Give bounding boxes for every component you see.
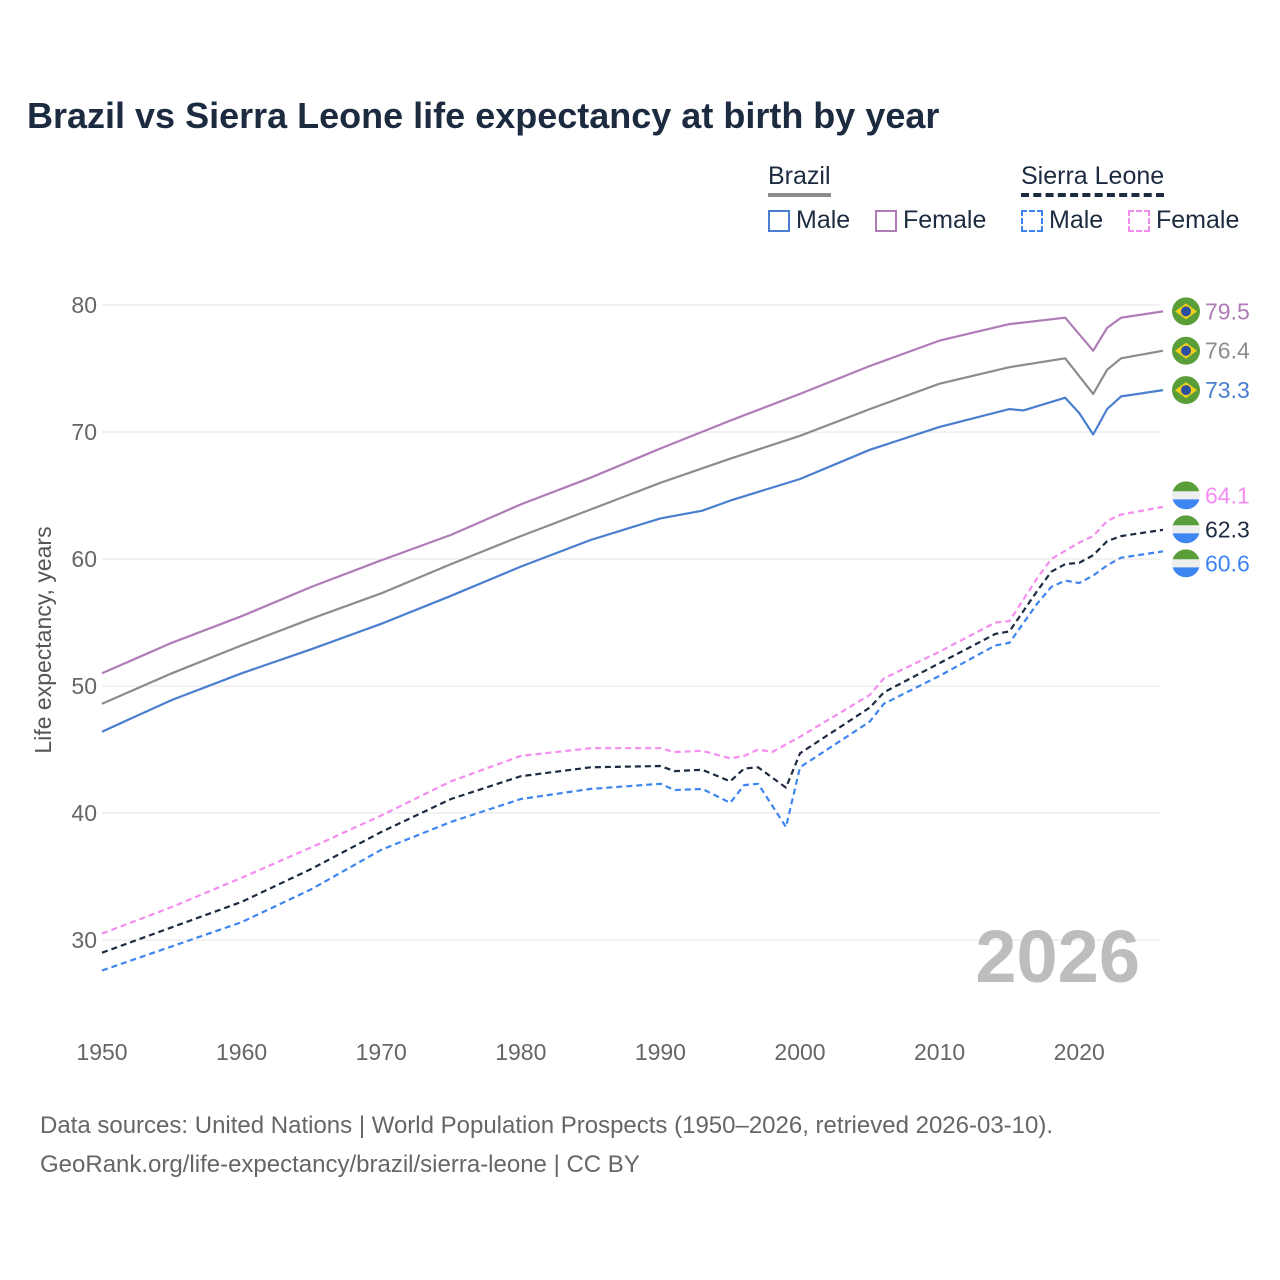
x-tick-label: 1980: [495, 1039, 546, 1065]
year-watermark: 2026: [975, 915, 1140, 998]
x-tick-label: 2000: [774, 1039, 825, 1065]
legend-label: Female: [903, 206, 987, 234]
flag-icon-sierra-leone: [1172, 481, 1200, 510]
flag-icon-brazil: [1172, 297, 1200, 326]
series-line-sierra-leone-female: [101, 505, 1164, 935]
flag-globe: [1181, 345, 1191, 356]
flag-stripe-white: [1172, 559, 1200, 568]
flag-icon-brazil: [1172, 376, 1200, 405]
legend-heading-brazil: Brazil: [768, 162, 831, 197]
source-note: Data sources: United Nations | World Pop…: [40, 1106, 1053, 1184]
y-tick-label: 30: [71, 927, 97, 953]
flag-icon-sierra-leone: [1172, 515, 1200, 544]
y-tick-label: 60: [71, 546, 97, 572]
end-value-label: 73.3: [1205, 377, 1250, 403]
x-tick-label: 1990: [635, 1039, 686, 1065]
end-value-label: 76.4: [1205, 338, 1250, 364]
legend-item-sierra-leone-female[interactable]: Female: [1128, 206, 1239, 235]
flag-stripe-white: [1172, 525, 1200, 534]
flag-stripe-white: [1172, 491, 1200, 500]
legend-item-brazil-male[interactable]: Male: [768, 206, 850, 235]
flag-globe: [1181, 385, 1191, 396]
legend-item-sierra-leone-male[interactable]: Male: [1021, 206, 1103, 235]
series-line-sierra-leone-male: [101, 550, 1164, 972]
legend-item-brazil-female[interactable]: Female: [875, 206, 986, 235]
end-value-label: 62.3: [1205, 516, 1250, 542]
y-tick-label: 40: [71, 800, 97, 826]
flag-icon-brazil: [1172, 336, 1200, 365]
legend-swatch: [768, 209, 790, 232]
flag-icon-sierra-leone: [1172, 549, 1200, 578]
flag-stripe-green: [1172, 549, 1200, 560]
source-line-1: Data sources: United Nations | World Pop…: [40, 1112, 1054, 1139]
series-line-brazil-male: [101, 389, 1164, 733]
series-line-brazil-total: [101, 349, 1164, 705]
x-tick-label: 2020: [1054, 1039, 1105, 1065]
flag-globe: [1181, 306, 1191, 317]
series-line-sierra-leone-total: [101, 528, 1164, 954]
end-value-label: 64.1: [1205, 482, 1250, 508]
flag-stripe-blue: [1172, 533, 1200, 544]
flag-stripe-blue: [1172, 499, 1200, 510]
flag-stripe-green: [1172, 515, 1200, 526]
x-tick-label: 2010: [914, 1039, 965, 1065]
end-value-label: 60.6: [1205, 550, 1250, 576]
x-tick-label: 1960: [216, 1039, 267, 1065]
x-tick-label: 1950: [76, 1039, 127, 1065]
source-line-2[interactable]: GeoRank.org/life-expectancy/brazil/sierr…: [40, 1151, 640, 1178]
series-line-brazil-female: [101, 310, 1164, 675]
end-value-label: 79.5: [1205, 298, 1250, 324]
chart-title: Brazil vs Sierra Leone life expectancy a…: [27, 95, 940, 136]
legend-label: Female: [1156, 206, 1240, 234]
legend-group-brazil: Brazil Male Female: [768, 162, 986, 234]
legend-group-sierra-leone: Sierra Leone Male Female: [1021, 162, 1239, 234]
y-axis-label: Life expectancy, years: [30, 526, 56, 753]
legend-label: Male: [796, 206, 851, 234]
legend-label: Male: [1049, 206, 1104, 234]
legend-heading-sierra-leone: Sierra Leone: [1021, 162, 1165, 197]
flag-stripe-blue: [1172, 567, 1200, 578]
flag-stripe-green: [1172, 481, 1200, 492]
legend-swatch: [1128, 209, 1150, 232]
legend-swatch: [875, 209, 897, 232]
y-tick-label: 50: [71, 673, 97, 699]
y-tick-label: 80: [71, 292, 97, 318]
legend-swatch: [1021, 209, 1043, 232]
y-tick-label: 70: [71, 419, 97, 445]
x-tick-label: 1970: [356, 1039, 407, 1065]
